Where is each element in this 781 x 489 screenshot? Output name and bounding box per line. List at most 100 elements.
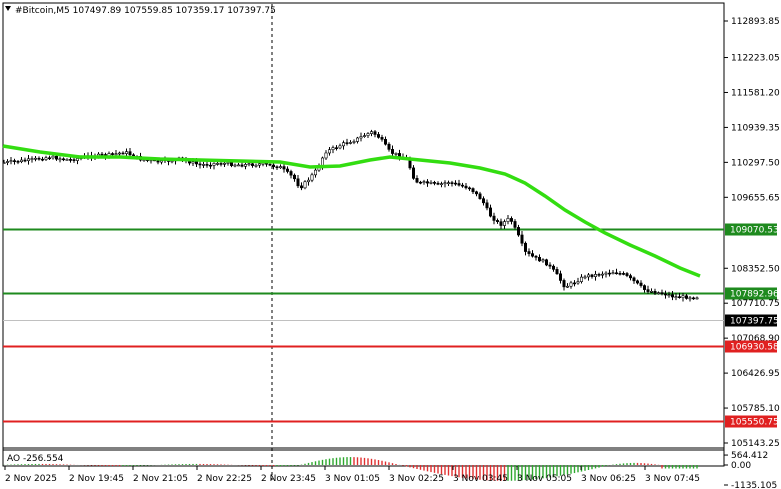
candle-body bbox=[47, 157, 51, 160]
candle-body bbox=[607, 272, 611, 275]
candle-body bbox=[411, 167, 415, 179]
level-label-box bbox=[725, 340, 777, 353]
candle-body bbox=[667, 294, 671, 297]
time-tick-label: 2 Nov 21:05 bbox=[133, 474, 188, 484]
candle-body bbox=[516, 227, 520, 236]
candle-body bbox=[663, 293, 667, 296]
candle-body bbox=[558, 273, 562, 281]
candle-body bbox=[261, 162, 265, 165]
candle-body bbox=[198, 163, 202, 166]
candle-body bbox=[460, 184, 464, 187]
candle-body bbox=[471, 188, 475, 193]
candle-body bbox=[244, 164, 248, 167]
price-axis: 112893.85 112223.05 111581.20 110939.35 1102… bbox=[724, 17, 780, 449]
candle-body bbox=[30, 158, 34, 160]
candle-body bbox=[54, 155, 58, 160]
candle-body bbox=[443, 182, 447, 185]
candle-body bbox=[688, 297, 692, 300]
candle-body bbox=[69, 159, 73, 161]
candle-body bbox=[65, 159, 69, 161]
candle-body bbox=[450, 182, 454, 184]
price-tick-label: 105143.25 bbox=[731, 439, 780, 449]
symbol-header: #Bitcoin,M5 107497.89 107559.85 107359.1… bbox=[5, 6, 276, 16]
candle-body bbox=[618, 273, 622, 275]
time-axis: 2 Nov 2025 2 Nov 19:45 2 Nov 21:05 2 Nov 22… bbox=[4, 466, 700, 484]
level-label: 109070.53 bbox=[730, 226, 779, 236]
candle-body bbox=[523, 242, 527, 252]
candle-body bbox=[390, 149, 394, 154]
candle-body bbox=[474, 191, 478, 195]
candle-body bbox=[562, 280, 566, 288]
candle-body bbox=[282, 166, 286, 170]
candle-body bbox=[44, 157, 48, 160]
candle-body bbox=[223, 162, 227, 165]
candle-body bbox=[583, 276, 587, 279]
candle-body bbox=[604, 272, 608, 275]
price-tick-label: 110297.50 bbox=[731, 158, 780, 168]
current-price-box bbox=[725, 314, 777, 327]
candle-body bbox=[593, 274, 597, 277]
candle-body bbox=[341, 142, 345, 147]
candle-body bbox=[527, 251, 531, 254]
candle-body bbox=[352, 141, 356, 143]
candle-body bbox=[418, 181, 422, 184]
candle-body bbox=[590, 274, 594, 277]
candle-body bbox=[674, 296, 678, 298]
candle-body bbox=[366, 133, 370, 136]
triangle-down-icon[interactable] bbox=[5, 6, 11, 11]
candle-body bbox=[492, 215, 496, 221]
candle-body bbox=[642, 285, 646, 290]
candle-body bbox=[457, 183, 461, 186]
level-label-box bbox=[725, 287, 777, 300]
time-tick-label: 3 Nov 02:25 bbox=[389, 474, 444, 484]
level-label-box bbox=[725, 223, 777, 236]
candle-body bbox=[278, 166, 282, 169]
time-tick-label: 3 Nov 01:05 bbox=[325, 474, 380, 484]
candle-body bbox=[237, 164, 241, 167]
ao-tick-label: 564.412 bbox=[731, 451, 768, 461]
candle-body bbox=[614, 272, 618, 275]
moving-average-line bbox=[2, 144, 701, 278]
candle-body bbox=[331, 147, 335, 151]
candle-body bbox=[502, 221, 506, 226]
candle-body bbox=[240, 164, 244, 167]
ao-tick-label: 0.00 bbox=[731, 461, 751, 471]
candle-body bbox=[432, 182, 436, 184]
candle-body bbox=[33, 157, 37, 160]
candle-body bbox=[219, 163, 223, 165]
candle-body bbox=[544, 259, 548, 266]
candle-body bbox=[209, 164, 213, 167]
candle-body bbox=[118, 152, 122, 155]
candle-body bbox=[555, 269, 559, 275]
candle-body bbox=[572, 282, 576, 285]
candle-body bbox=[362, 135, 366, 137]
candle-body bbox=[226, 162, 230, 164]
candle-body bbox=[425, 181, 429, 184]
candle-body bbox=[19, 159, 23, 162]
candle-body bbox=[292, 174, 296, 180]
candle-body bbox=[202, 164, 206, 166]
candle-body bbox=[376, 134, 380, 138]
candle-body bbox=[111, 153, 115, 155]
candle-body bbox=[61, 158, 65, 161]
candle-body bbox=[586, 274, 590, 278]
candle-body bbox=[670, 294, 674, 298]
price-tick-label: 109655.65 bbox=[731, 193, 780, 203]
time-tick-label: 2 Nov 22:25 bbox=[197, 474, 252, 484]
candle-body bbox=[373, 131, 377, 135]
candle-body bbox=[2, 162, 6, 164]
candle-body bbox=[537, 257, 541, 262]
candle-body bbox=[216, 163, 220, 165]
candle-body bbox=[205, 164, 209, 166]
candle-body bbox=[649, 291, 653, 293]
candle-body bbox=[394, 153, 398, 155]
candle-body bbox=[334, 147, 338, 149]
time-tick-label: 2 Nov 2025 bbox=[5, 474, 57, 484]
candle-body bbox=[481, 198, 485, 204]
candle-body bbox=[299, 185, 303, 189]
candle-body bbox=[313, 169, 317, 176]
candle-body bbox=[268, 163, 272, 166]
candle-body bbox=[369, 131, 373, 134]
candle-body bbox=[695, 297, 699, 300]
